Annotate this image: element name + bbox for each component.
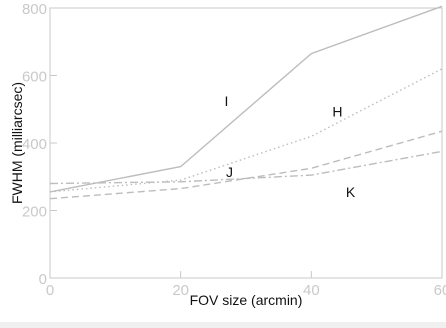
series-label-h: H (332, 104, 342, 120)
series-lines (49, 5, 443, 200)
y-tick-label: 200 (22, 204, 47, 221)
plot-frame (49, 7, 443, 279)
series-line-i (49, 5, 443, 193)
plot-area (49, 7, 443, 279)
bottom-border-strip (0, 322, 446, 328)
y-tick-label: 600 (22, 69, 47, 86)
y-axis-title: FWHM (milliarcsec) (9, 82, 25, 204)
series-line-h (49, 130, 443, 200)
series-label-i: I (224, 93, 228, 109)
x-tick-label: 20 (172, 282, 189, 299)
y-tick-label: 0 (39, 271, 47, 288)
series-label-k: K (346, 184, 356, 200)
x-axis-title: FOV size (arcmin) (190, 292, 303, 308)
y-tick-label: 400 (22, 136, 47, 153)
x-tick-label: 40 (303, 282, 320, 299)
y-axis: 0 200 400 600 800 (22, 1, 57, 288)
series-labels: I J H K (224, 93, 355, 200)
series-line-k (49, 150, 443, 185)
x-tick-label: 0 (46, 282, 54, 299)
x-tick-label: 60 (434, 282, 446, 299)
y-tick-label: 800 (22, 1, 47, 18)
series-line-j (49, 68, 443, 193)
series-label-j: J (226, 164, 233, 180)
x-axis: 0 20 40 60 (46, 271, 446, 299)
